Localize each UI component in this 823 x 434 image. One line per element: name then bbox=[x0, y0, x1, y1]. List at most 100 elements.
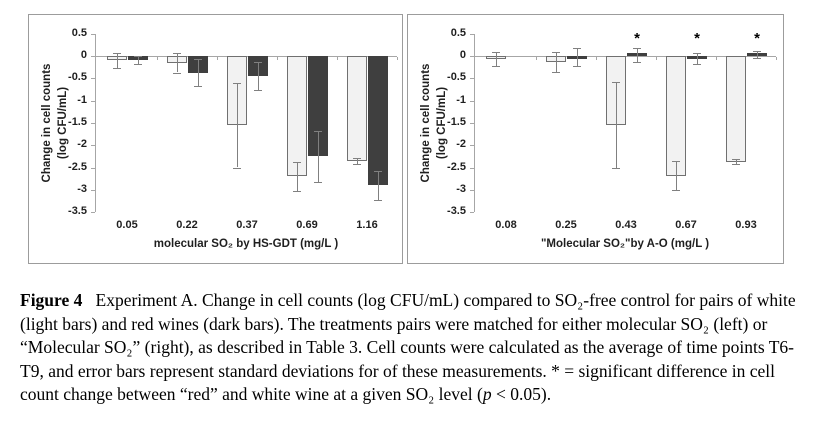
error-bar-cap bbox=[672, 190, 680, 192]
caption-segment: p bbox=[482, 384, 492, 405]
error-bar-cap bbox=[314, 130, 322, 132]
bar-white-wine bbox=[287, 56, 307, 177]
y-axis-tick bbox=[91, 122, 95, 124]
error-bar-line bbox=[197, 59, 199, 86]
y-axis-tick-label: -3 bbox=[77, 182, 87, 195]
error-bar-line bbox=[696, 52, 698, 64]
error-bar-line bbox=[495, 52, 497, 66]
error-bar-cap bbox=[293, 162, 301, 164]
error-bar-cap bbox=[113, 68, 121, 70]
error-bar-cap bbox=[552, 71, 560, 73]
y-axis-tick bbox=[91, 33, 95, 35]
error-bar-line bbox=[756, 50, 758, 58]
y-axis-tick bbox=[470, 145, 474, 147]
error-bar-line bbox=[356, 157, 358, 164]
error-bar-cap bbox=[374, 170, 382, 172]
error-bar-cap bbox=[134, 64, 142, 66]
y-axis-tick-label: -1.5 bbox=[447, 115, 466, 128]
error-bar-cap bbox=[194, 85, 202, 87]
error-bar-cap bbox=[552, 51, 560, 53]
error-bar-line bbox=[236, 82, 238, 168]
x-axis-category-label: 0.93 bbox=[735, 219, 757, 231]
y-axis-line bbox=[474, 33, 475, 213]
y-axis-tick bbox=[91, 145, 95, 147]
y-axis-tick bbox=[91, 56, 95, 57]
error-bar-line bbox=[257, 61, 259, 91]
error-bar-cap bbox=[612, 81, 620, 83]
error-bar-cap bbox=[173, 72, 181, 74]
error-bar-line bbox=[576, 47, 578, 66]
x-axis-category-label: 0.08 bbox=[495, 219, 517, 231]
x-axis-title: "Molecular SO₂"by A-O (mg/L ) bbox=[540, 238, 710, 250]
y-axis-tick bbox=[91, 189, 95, 191]
y-axis-tick bbox=[91, 100, 95, 102]
error-bar-cap bbox=[672, 160, 680, 162]
x-axis-category-label: 0.22 bbox=[176, 219, 198, 231]
y-axis-title: Change in cell counts (log CFU/mL) bbox=[41, 63, 69, 183]
error-bar-cap bbox=[194, 59, 202, 61]
error-bar-cap bbox=[374, 200, 382, 202]
y-axis-tick-label: -3.5 bbox=[447, 205, 466, 218]
x-axis-category-label: 0.43 bbox=[615, 219, 637, 231]
y-axis-tick-label: 0 bbox=[80, 49, 87, 61]
error-bar-cap bbox=[633, 48, 641, 50]
error-bar-cap bbox=[254, 90, 262, 92]
error-bar-line bbox=[116, 52, 118, 69]
y-axis-tick bbox=[470, 56, 474, 57]
y-axis-tick bbox=[91, 78, 95, 80]
y-axis-tick bbox=[91, 212, 95, 214]
x-axis-category-label: 0.67 bbox=[675, 219, 697, 231]
y-axis-tick bbox=[470, 189, 474, 191]
y-axis-tick-label: -2 bbox=[456, 138, 466, 151]
x-axis-tick bbox=[656, 57, 657, 60]
caption-segment: Figure 4 bbox=[20, 290, 83, 310]
error-bar-cap bbox=[233, 167, 241, 169]
error-bar-cap bbox=[173, 52, 181, 54]
error-bar-cap bbox=[612, 168, 620, 170]
y-axis-tick bbox=[470, 212, 474, 214]
error-bar-cap bbox=[353, 163, 361, 165]
y-axis-tick-label: 0.5 bbox=[71, 26, 87, 39]
error-bar-cap bbox=[492, 65, 500, 67]
error-bar-cap bbox=[254, 61, 262, 63]
error-bar-cap bbox=[314, 181, 322, 183]
y-axis-tick bbox=[470, 100, 474, 102]
error-bar-line bbox=[377, 170, 379, 201]
x-axis-tick bbox=[217, 57, 218, 60]
y-axis-tick-label: -2.5 bbox=[68, 160, 87, 173]
y-axis-line bbox=[95, 33, 96, 213]
x-axis-category-label: 1.16 bbox=[356, 219, 378, 231]
x-axis-title: molecular SO₂ by HS-GDT (mg/L ) bbox=[153, 238, 339, 250]
error-bar-cap bbox=[573, 65, 581, 67]
x-axis-tick bbox=[536, 57, 537, 60]
error-bar-cap bbox=[353, 157, 361, 159]
error-bar-line bbox=[176, 52, 178, 73]
y-axis-tick-label: -3 bbox=[456, 182, 466, 195]
y-axis-tick-label: -2 bbox=[77, 138, 87, 151]
bar-white-wine bbox=[666, 56, 686, 176]
y-axis-tick-label: 0.5 bbox=[450, 26, 466, 39]
y-axis-title: Change in cell counts (log CFU/mL) bbox=[420, 63, 448, 183]
x-axis-tick bbox=[337, 57, 338, 60]
y-axis-tick-label: -0.5 bbox=[68, 71, 87, 84]
x-axis-tick bbox=[716, 57, 717, 60]
significance-asterisk: * bbox=[694, 30, 700, 47]
error-bar-cap bbox=[732, 164, 740, 166]
x-axis-tick bbox=[277, 57, 278, 60]
x-axis-category-label: 0.69 bbox=[296, 219, 318, 231]
error-bar-line bbox=[317, 130, 319, 182]
significance-asterisk: * bbox=[754, 30, 760, 47]
error-bar-cap bbox=[293, 190, 301, 192]
significance-asterisk: * bbox=[634, 30, 640, 47]
error-bar-line bbox=[735, 159, 737, 165]
y-axis-tick bbox=[470, 122, 474, 124]
error-bar-cap bbox=[134, 56, 142, 57]
error-bar-cap bbox=[732, 159, 740, 161]
y-axis-tick-label: -2.5 bbox=[447, 160, 466, 173]
y-axis-tick bbox=[470, 167, 474, 169]
error-bar-cap bbox=[113, 52, 121, 54]
caption-segment: < 0.05). bbox=[491, 384, 552, 405]
error-bar-cap bbox=[693, 52, 701, 54]
error-bar-line bbox=[615, 81, 617, 169]
error-bar-line bbox=[137, 56, 139, 65]
